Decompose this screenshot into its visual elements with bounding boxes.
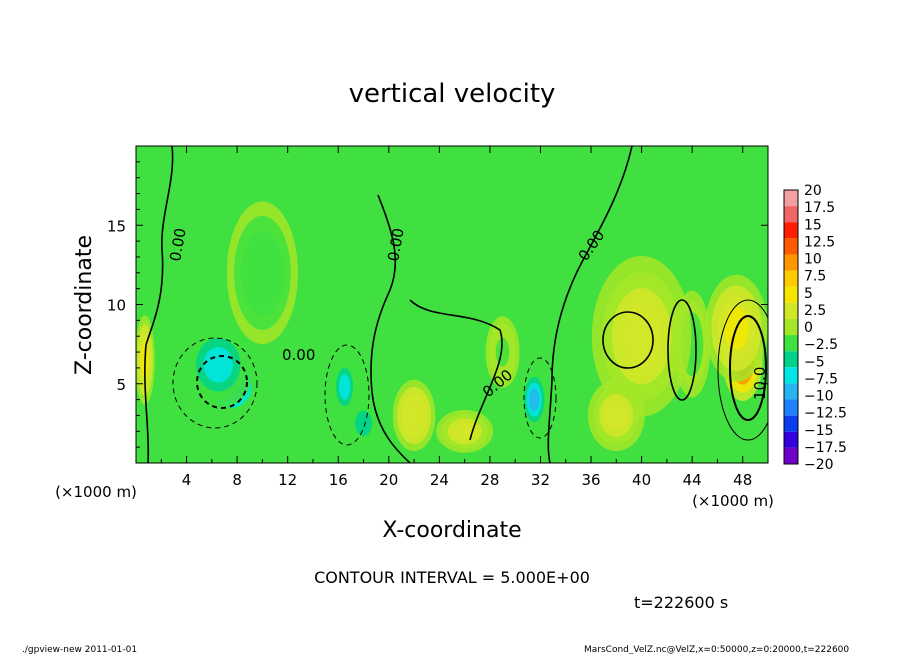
x-tick-label: 40 bbox=[632, 471, 651, 489]
contour-neg-mid bbox=[324, 344, 370, 446]
x-unit-label-right: (×1000 m) bbox=[692, 492, 774, 510]
colorbar-swatch bbox=[784, 190, 798, 207]
colorbar-label: 2.5 bbox=[804, 303, 826, 319]
time-label: t=222600 s bbox=[634, 593, 728, 612]
contour-label: 0.00 bbox=[384, 227, 408, 263]
heatmap-cell bbox=[621, 304, 662, 369]
contour-zero-right bbox=[547, 146, 633, 463]
colorbar-label: −12.5 bbox=[804, 406, 847, 422]
x-tick-label: 12 bbox=[278, 471, 297, 489]
contour-zero-center bbox=[370, 194, 503, 463]
heatmap-cell bbox=[338, 374, 351, 400]
heatmap-cell bbox=[248, 244, 277, 302]
x-tick-label: 48 bbox=[733, 471, 752, 489]
colorbar-swatch bbox=[784, 254, 798, 271]
contour-ten-inner bbox=[729, 315, 767, 421]
x-tick-label: 16 bbox=[329, 471, 348, 489]
colorbar-swatch bbox=[784, 286, 798, 303]
heatmap-cell bbox=[529, 388, 540, 412]
colorbar-label: −20 bbox=[804, 457, 834, 473]
x-tick-label: 8 bbox=[232, 471, 242, 489]
colorbar-label: −5 bbox=[804, 354, 825, 370]
colorbar-label: 12.5 bbox=[804, 234, 835, 250]
footer-left: ./gpview-new 2011-01-01 bbox=[22, 645, 137, 654]
contour-zero-oval bbox=[667, 299, 697, 401]
colorbar-swatch bbox=[784, 222, 798, 239]
contour-neg-outer bbox=[172, 337, 258, 429]
colorbar-swatch bbox=[784, 335, 798, 352]
colorbar-swatch bbox=[784, 238, 798, 255]
colorbar-label: −10 bbox=[804, 389, 834, 405]
colorbar-swatch bbox=[784, 351, 798, 368]
x-tick-label: 32 bbox=[531, 471, 550, 489]
contour-interval: CONTOUR INTERVAL = 5.000E+00 bbox=[314, 568, 590, 587]
contour-zero-left bbox=[144, 146, 174, 463]
contour-label: 0.00 bbox=[166, 227, 190, 263]
contour-neg-right bbox=[523, 357, 557, 439]
colorbar-swatch bbox=[784, 318, 798, 336]
heatmap-cell bbox=[453, 422, 477, 440]
x-tick-label: 24 bbox=[430, 471, 449, 489]
colorbar-label: −2.5 bbox=[804, 337, 838, 353]
y-tick-label: 5 bbox=[116, 376, 126, 394]
x-tick-label: 20 bbox=[379, 471, 398, 489]
colorbar-swatch bbox=[784, 399, 798, 416]
colorbar-frame bbox=[783, 189, 799, 465]
chart-title: vertical velocity bbox=[349, 79, 556, 109]
heatmap-cell bbox=[405, 401, 423, 430]
colorbar-label: 0 bbox=[804, 320, 813, 336]
colorbar-label: 7.5 bbox=[804, 269, 826, 285]
y-axis-label: Z-coordinate bbox=[72, 235, 97, 375]
contour-neg-inner bbox=[196, 355, 248, 409]
colorbar-label: 10 bbox=[804, 252, 822, 268]
x-tick-label: 4 bbox=[182, 471, 192, 489]
y-tick-label: 15 bbox=[107, 217, 126, 235]
colorbar-label: 17.5 bbox=[804, 200, 835, 216]
x-tick-label: 36 bbox=[581, 471, 600, 489]
heatmap-field bbox=[136, 146, 768, 463]
y-axis-ticks: 5 10 15 bbox=[107, 161, 768, 448]
contour-ten-outer bbox=[717, 299, 768, 441]
contour-label: 10.0 bbox=[751, 367, 769, 400]
colorbar-label: 15 bbox=[804, 217, 822, 233]
colorbar-swatch bbox=[784, 206, 798, 223]
colorbar-swatch bbox=[784, 431, 798, 448]
colorbar-swatch bbox=[784, 383, 798, 400]
colorbar-label: 5 bbox=[804, 286, 813, 302]
contour-label: 0.00 bbox=[282, 346, 315, 364]
x-axis-ticks: 4 8 12 16 20 24 28 32 36 40 44 48 bbox=[160, 146, 752, 489]
colorbar-label: 20 bbox=[804, 183, 822, 199]
heatmap-cell bbox=[203, 346, 233, 383]
colorbar-swatch bbox=[784, 302, 798, 319]
colorbar-label: −17.5 bbox=[804, 440, 847, 456]
contour-zero-oval bbox=[602, 311, 654, 369]
colorbar-swatch bbox=[784, 367, 798, 384]
colorbar-swatch bbox=[784, 270, 798, 287]
y-tick-label: 10 bbox=[107, 297, 126, 315]
contour-lines bbox=[144, 146, 768, 463]
footer-right: MarsCond_VelZ.nc@VelZ,x=0:50000,z=0:2000… bbox=[584, 645, 849, 654]
colorbar-swatch bbox=[784, 447, 798, 464]
x-tick-label: 28 bbox=[480, 471, 499, 489]
heatmap-cell bbox=[357, 414, 370, 432]
colorbar-swatch bbox=[784, 415, 798, 432]
x-unit-label-left: (×1000 m) bbox=[55, 483, 137, 501]
colorbar-label: −7.5 bbox=[804, 371, 838, 387]
colorbar-label: −15 bbox=[804, 423, 834, 439]
x-axis-label: X-coordinate bbox=[382, 518, 521, 543]
heatmap-cell bbox=[604, 401, 628, 430]
x-tick-label: 44 bbox=[683, 471, 702, 489]
